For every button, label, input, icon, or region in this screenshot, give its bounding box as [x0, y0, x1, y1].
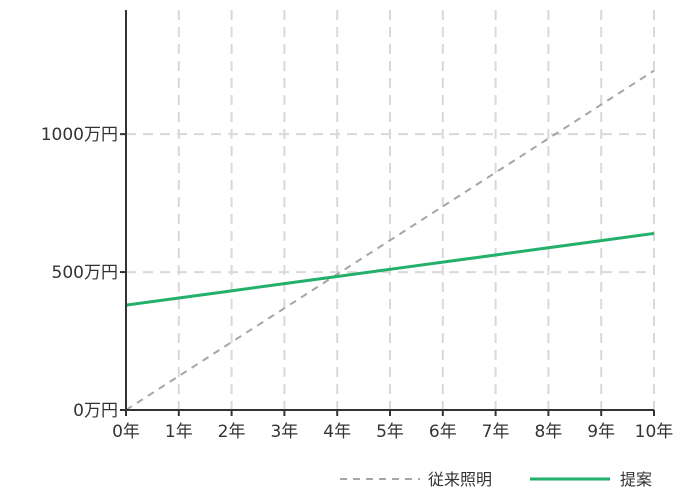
x-tick-label: 1年 — [165, 422, 193, 442]
y-tick-label: 0万円 — [73, 401, 118, 421]
legend-label-conventional: 従来照明 — [428, 470, 492, 489]
x-tick-label: 3年 — [270, 422, 298, 442]
series-lines — [125, 69, 655, 411]
y-tick-label: 1000万円 — [41, 125, 118, 145]
x-tick-label: 5年 — [376, 422, 404, 442]
x-tick-label: 6年 — [429, 422, 457, 442]
x-tick-label: 0年 — [112, 422, 140, 442]
y-tick-label: 500万円 — [52, 263, 118, 283]
x-tick-label: 10年 — [635, 422, 674, 442]
x-tick-label: 7年 — [482, 422, 510, 442]
legend-label-proposal: 提案 — [620, 470, 652, 489]
x-tick-label: 2年 — [218, 422, 246, 442]
series-line-proposal — [125, 231, 655, 307]
legend: 従来照明 提案 — [340, 470, 652, 489]
y-ticks: 0万円 500万円 1000万円 — [41, 125, 126, 421]
x-tick-label: 8年 — [534, 422, 562, 442]
x-ticks: 0年 1年 2年 3年 4年 5年 6年 7年 8年 9年 10年 — [112, 410, 673, 442]
series-line-conventional — [125, 69, 655, 411]
x-tick-label: 9年 — [587, 422, 615, 442]
x-tick-label: 4年 — [323, 422, 351, 442]
grid — [126, 10, 655, 410]
